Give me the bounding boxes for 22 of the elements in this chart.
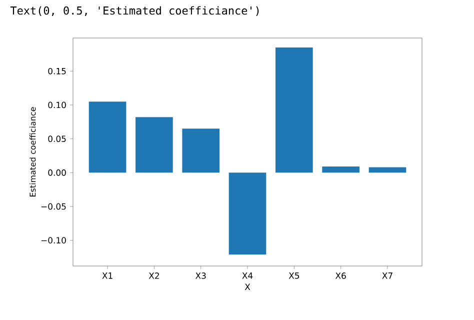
y-tick-label: 0.05 — [48, 136, 66, 142]
x-tick-label: X5 — [288, 272, 300, 279]
bar — [368, 167, 406, 173]
x-tick-label: X7 — [382, 272, 392, 279]
bar — [182, 128, 220, 173]
y-tick-label: 0.15 — [48, 68, 66, 74]
bar — [136, 117, 173, 173]
bar — [228, 172, 266, 254]
text: Text(0, 0.5, 'Estimated coefficiance') — [10, 6, 259, 16]
x-tick-label: X4 — [242, 272, 253, 279]
y-tick-label: −0.10 — [41, 237, 66, 244]
x-tick-label: X3 — [196, 272, 206, 279]
x-axis-title: X — [244, 284, 250, 290]
y-tick-label: 0.10 — [48, 102, 66, 108]
bar — [88, 102, 126, 173]
x-tick-label: X2 — [148, 272, 159, 279]
bar — [276, 47, 313, 173]
x-tick-label: X1 — [102, 272, 112, 279]
y-tick-label: −0.05 — [41, 203, 66, 210]
x-tick-label: X6 — [335, 272, 346, 279]
bar — [322, 166, 360, 173]
y-tick-label: 0.00 — [48, 169, 66, 176]
